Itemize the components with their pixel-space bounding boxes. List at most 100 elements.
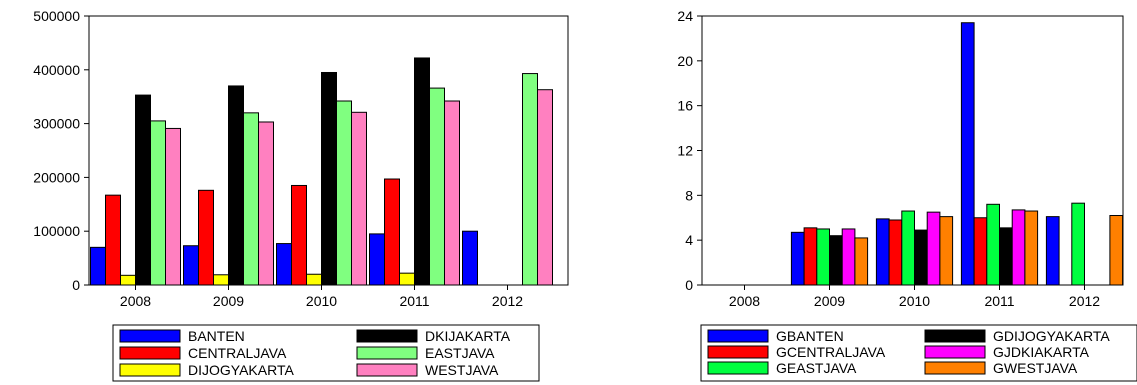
bar [150,120,166,286]
x-tick-label: 2010 [899,293,930,309]
bar [228,85,244,286]
legend-swatch [924,361,986,375]
y-tick-label: 100000 [33,223,80,239]
x-tick-label: 2012 [1069,293,1100,309]
bar [1011,209,1026,286]
legend-swatch [356,346,418,360]
legend: GBANTEN GDIJOGYAKARTA GCENTRALJAVA GJDKIAKA… [700,324,1137,382]
legend-swatch [356,329,418,343]
y-tick-label: 12 [677,143,693,159]
bar [351,111,367,286]
bar [854,237,869,286]
bar [901,210,915,286]
legend-label: DIJOGYAKARTA [188,362,294,378]
bar [939,216,954,286]
legend-label: GJDKIAKARTA [993,344,1090,360]
bar [429,87,445,286]
legend-box [112,324,540,382]
bar [321,71,337,286]
bar [1024,210,1039,286]
bar [829,235,843,286]
legend-label: GBANTEN [776,328,844,344]
legend-label: GWESTJAVA [993,360,1078,376]
legend-label: GDIJOGYAKARTA [993,328,1110,344]
legend-swatch [707,329,769,343]
bar [888,219,903,286]
bar [306,273,322,286]
x-tick-label: 2010 [306,293,337,309]
chart-1: 0 100000 200000 300000 400000 500000 2008 2009 2… [33,8,569,382]
legend-label: BANTEN [188,328,245,344]
legend-label: DKIJAKARTA [425,328,511,344]
y-tick-label: 0 [72,277,80,293]
bar [384,178,400,286]
bar [213,274,229,286]
y-tick-label: 200000 [33,169,80,185]
bar [399,272,415,286]
bar [291,184,307,286]
legend-swatch [707,345,769,359]
chart-2: 0 4 8 12 16 20 24 2008 2009 2010 2011 2012 GBANTEN GD… [677,8,1137,382]
bar [973,217,988,286]
bar [803,227,818,286]
x-tick-label: 2009 [213,293,244,309]
x-tick-label: 2009 [814,293,845,309]
legend-swatch [356,363,418,377]
bar [258,121,274,286]
legend-swatch [707,361,769,375]
y-tick-label: 16 [677,98,693,114]
bar [276,243,292,286]
bar [875,218,890,286]
bar [986,203,1000,286]
bar [198,189,214,286]
bar [926,211,941,286]
bar [537,89,553,286]
bar [999,227,1013,286]
x-tick-label: 2011 [984,293,1014,309]
bar [522,73,538,286]
x-tick-label: 2011 [399,293,429,309]
bar [165,127,181,286]
y-tick-label: 300000 [33,116,80,132]
bar [90,246,106,286]
bar [462,230,478,286]
y-tick-label: 8 [685,187,693,203]
x-tick-label: 2008 [729,293,760,309]
bar [1045,216,1060,286]
legend-label: WESTJAVA [425,362,499,378]
bar [414,57,430,286]
legend-label: GCENTRALJAVA [776,344,886,360]
bar [790,231,805,286]
bar [183,245,199,286]
legend-label: GEASTJAVA [776,360,857,376]
bar [369,233,385,286]
x-tick-label: 2012 [492,293,523,309]
bar [243,112,259,286]
legend-swatch [119,363,181,377]
y-tick-label: 500000 [33,8,80,24]
bar [444,100,460,286]
bar [1109,215,1124,286]
y-tick-label: 400000 [33,62,80,78]
legend-swatch [119,346,181,360]
bar [105,194,121,286]
y-tick-label: 4 [685,232,693,248]
legend-swatch [924,329,986,343]
bar [960,22,975,286]
bar [816,228,830,286]
legend-label: EASTJAVA [425,345,495,361]
bar [1071,202,1086,286]
y-tick-label: 0 [685,277,693,293]
bar [135,94,151,286]
x-tick-label: 2008 [120,293,151,309]
y-tick-label: 20 [677,53,693,69]
legend-swatch [924,345,986,359]
y-tick-label: 24 [677,8,693,24]
legend-swatch [119,329,181,343]
bar [841,228,856,286]
legend: BANTEN DKIJAKARTA CENTRALJAVA EASTJAVA DIJOG… [112,324,540,382]
bar [336,100,352,286]
legend-label: CENTRALJAVA [188,345,287,361]
bar [914,229,928,286]
